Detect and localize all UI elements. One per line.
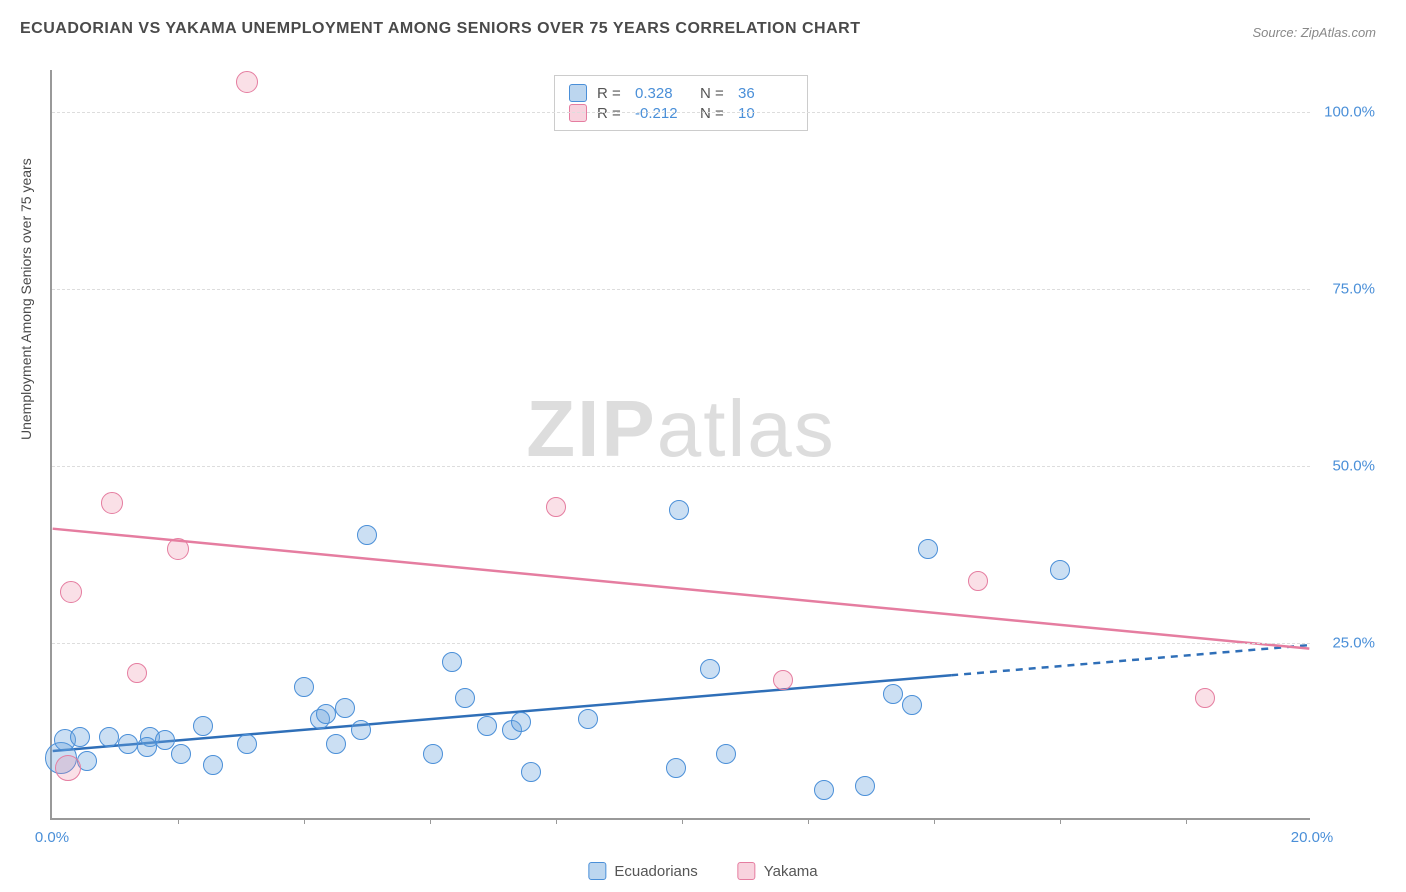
- trend-lines: [52, 70, 1310, 818]
- data-point: [70, 727, 90, 747]
- gridline: [52, 466, 1310, 467]
- legend-label: Yakama: [764, 863, 818, 880]
- legend-swatch: [738, 862, 756, 880]
- x-tick-mark: [178, 818, 179, 824]
- x-tick-mark: [556, 818, 557, 824]
- x-tick-mark: [682, 818, 683, 824]
- gridline: [52, 112, 1310, 113]
- watermark: ZIPatlas: [526, 383, 835, 475]
- gridline: [52, 643, 1310, 644]
- data-point: [423, 744, 443, 764]
- data-point: [118, 734, 138, 754]
- legend-swatch: [588, 862, 606, 880]
- plot-area: ZIPatlas R =0.328N =36R =-0.212N =10 25.…: [50, 70, 1310, 820]
- data-point: [511, 712, 531, 732]
- data-point: [294, 677, 314, 697]
- data-point: [669, 500, 689, 520]
- data-point: [237, 734, 257, 754]
- y-tick-label: 50.0%: [1332, 458, 1375, 475]
- data-point: [137, 737, 157, 757]
- legend-n-value: 36: [738, 85, 793, 102]
- data-point: [716, 744, 736, 764]
- data-point: [700, 659, 720, 679]
- x-tick-mark: [304, 818, 305, 824]
- legend-item: Yakama: [738, 862, 818, 880]
- data-point: [316, 704, 336, 724]
- x-tick-mark: [1186, 818, 1187, 824]
- legend-label: Ecuadorians: [614, 863, 697, 880]
- legend-r-value: 0.328: [635, 85, 690, 102]
- data-point: [101, 492, 123, 514]
- data-point: [883, 684, 903, 704]
- x-tick-label: 20.0%: [1291, 829, 1334, 846]
- data-point: [814, 780, 834, 800]
- y-tick-label: 100.0%: [1324, 104, 1375, 121]
- legend-swatch: [569, 84, 587, 102]
- data-point: [902, 695, 922, 715]
- legend-n-label: N =: [700, 85, 728, 102]
- x-tick-mark: [1060, 818, 1061, 824]
- data-point: [521, 762, 541, 782]
- data-point: [193, 716, 213, 736]
- data-point: [442, 652, 462, 672]
- data-point: [968, 571, 988, 591]
- data-point: [203, 755, 223, 775]
- gridline: [52, 289, 1310, 290]
- chart-title: ECUADORIAN VS YAKAMA UNEMPLOYMENT AMONG …: [20, 20, 860, 38]
- legend-item: Ecuadorians: [588, 862, 697, 880]
- data-point: [335, 698, 355, 718]
- source-label: Source: ZipAtlas.com: [1252, 25, 1376, 40]
- stats-legend: R =0.328N =36R =-0.212N =10: [554, 75, 808, 131]
- data-point: [351, 720, 371, 740]
- data-point: [357, 525, 377, 545]
- x-tick-label: 0.0%: [35, 829, 69, 846]
- data-point: [666, 758, 686, 778]
- data-point: [127, 663, 147, 683]
- data-point: [918, 539, 938, 559]
- y-axis-label: Unemployment Among Seniors over 75 years: [18, 158, 34, 440]
- legend-r-label: R =: [597, 85, 625, 102]
- data-point: [1195, 688, 1215, 708]
- data-point: [55, 755, 81, 781]
- x-tick-mark: [934, 818, 935, 824]
- data-point: [477, 716, 497, 736]
- y-tick-label: 25.0%: [1332, 635, 1375, 652]
- data-point: [1050, 560, 1070, 580]
- data-point: [855, 776, 875, 796]
- data-point: [455, 688, 475, 708]
- data-point: [60, 581, 82, 603]
- data-point: [167, 538, 189, 560]
- data-point: [99, 727, 119, 747]
- data-point: [236, 71, 258, 93]
- series-legend: Ecuadorians Yakama: [588, 862, 817, 880]
- data-point: [578, 709, 598, 729]
- data-point: [773, 670, 793, 690]
- x-tick-mark: [430, 818, 431, 824]
- data-point: [171, 744, 191, 764]
- data-point: [326, 734, 346, 754]
- legend-row: R = 0.328 N = 36: [569, 84, 793, 102]
- data-point: [546, 497, 566, 517]
- x-tick-mark: [808, 818, 809, 824]
- y-tick-label: 75.0%: [1332, 281, 1375, 298]
